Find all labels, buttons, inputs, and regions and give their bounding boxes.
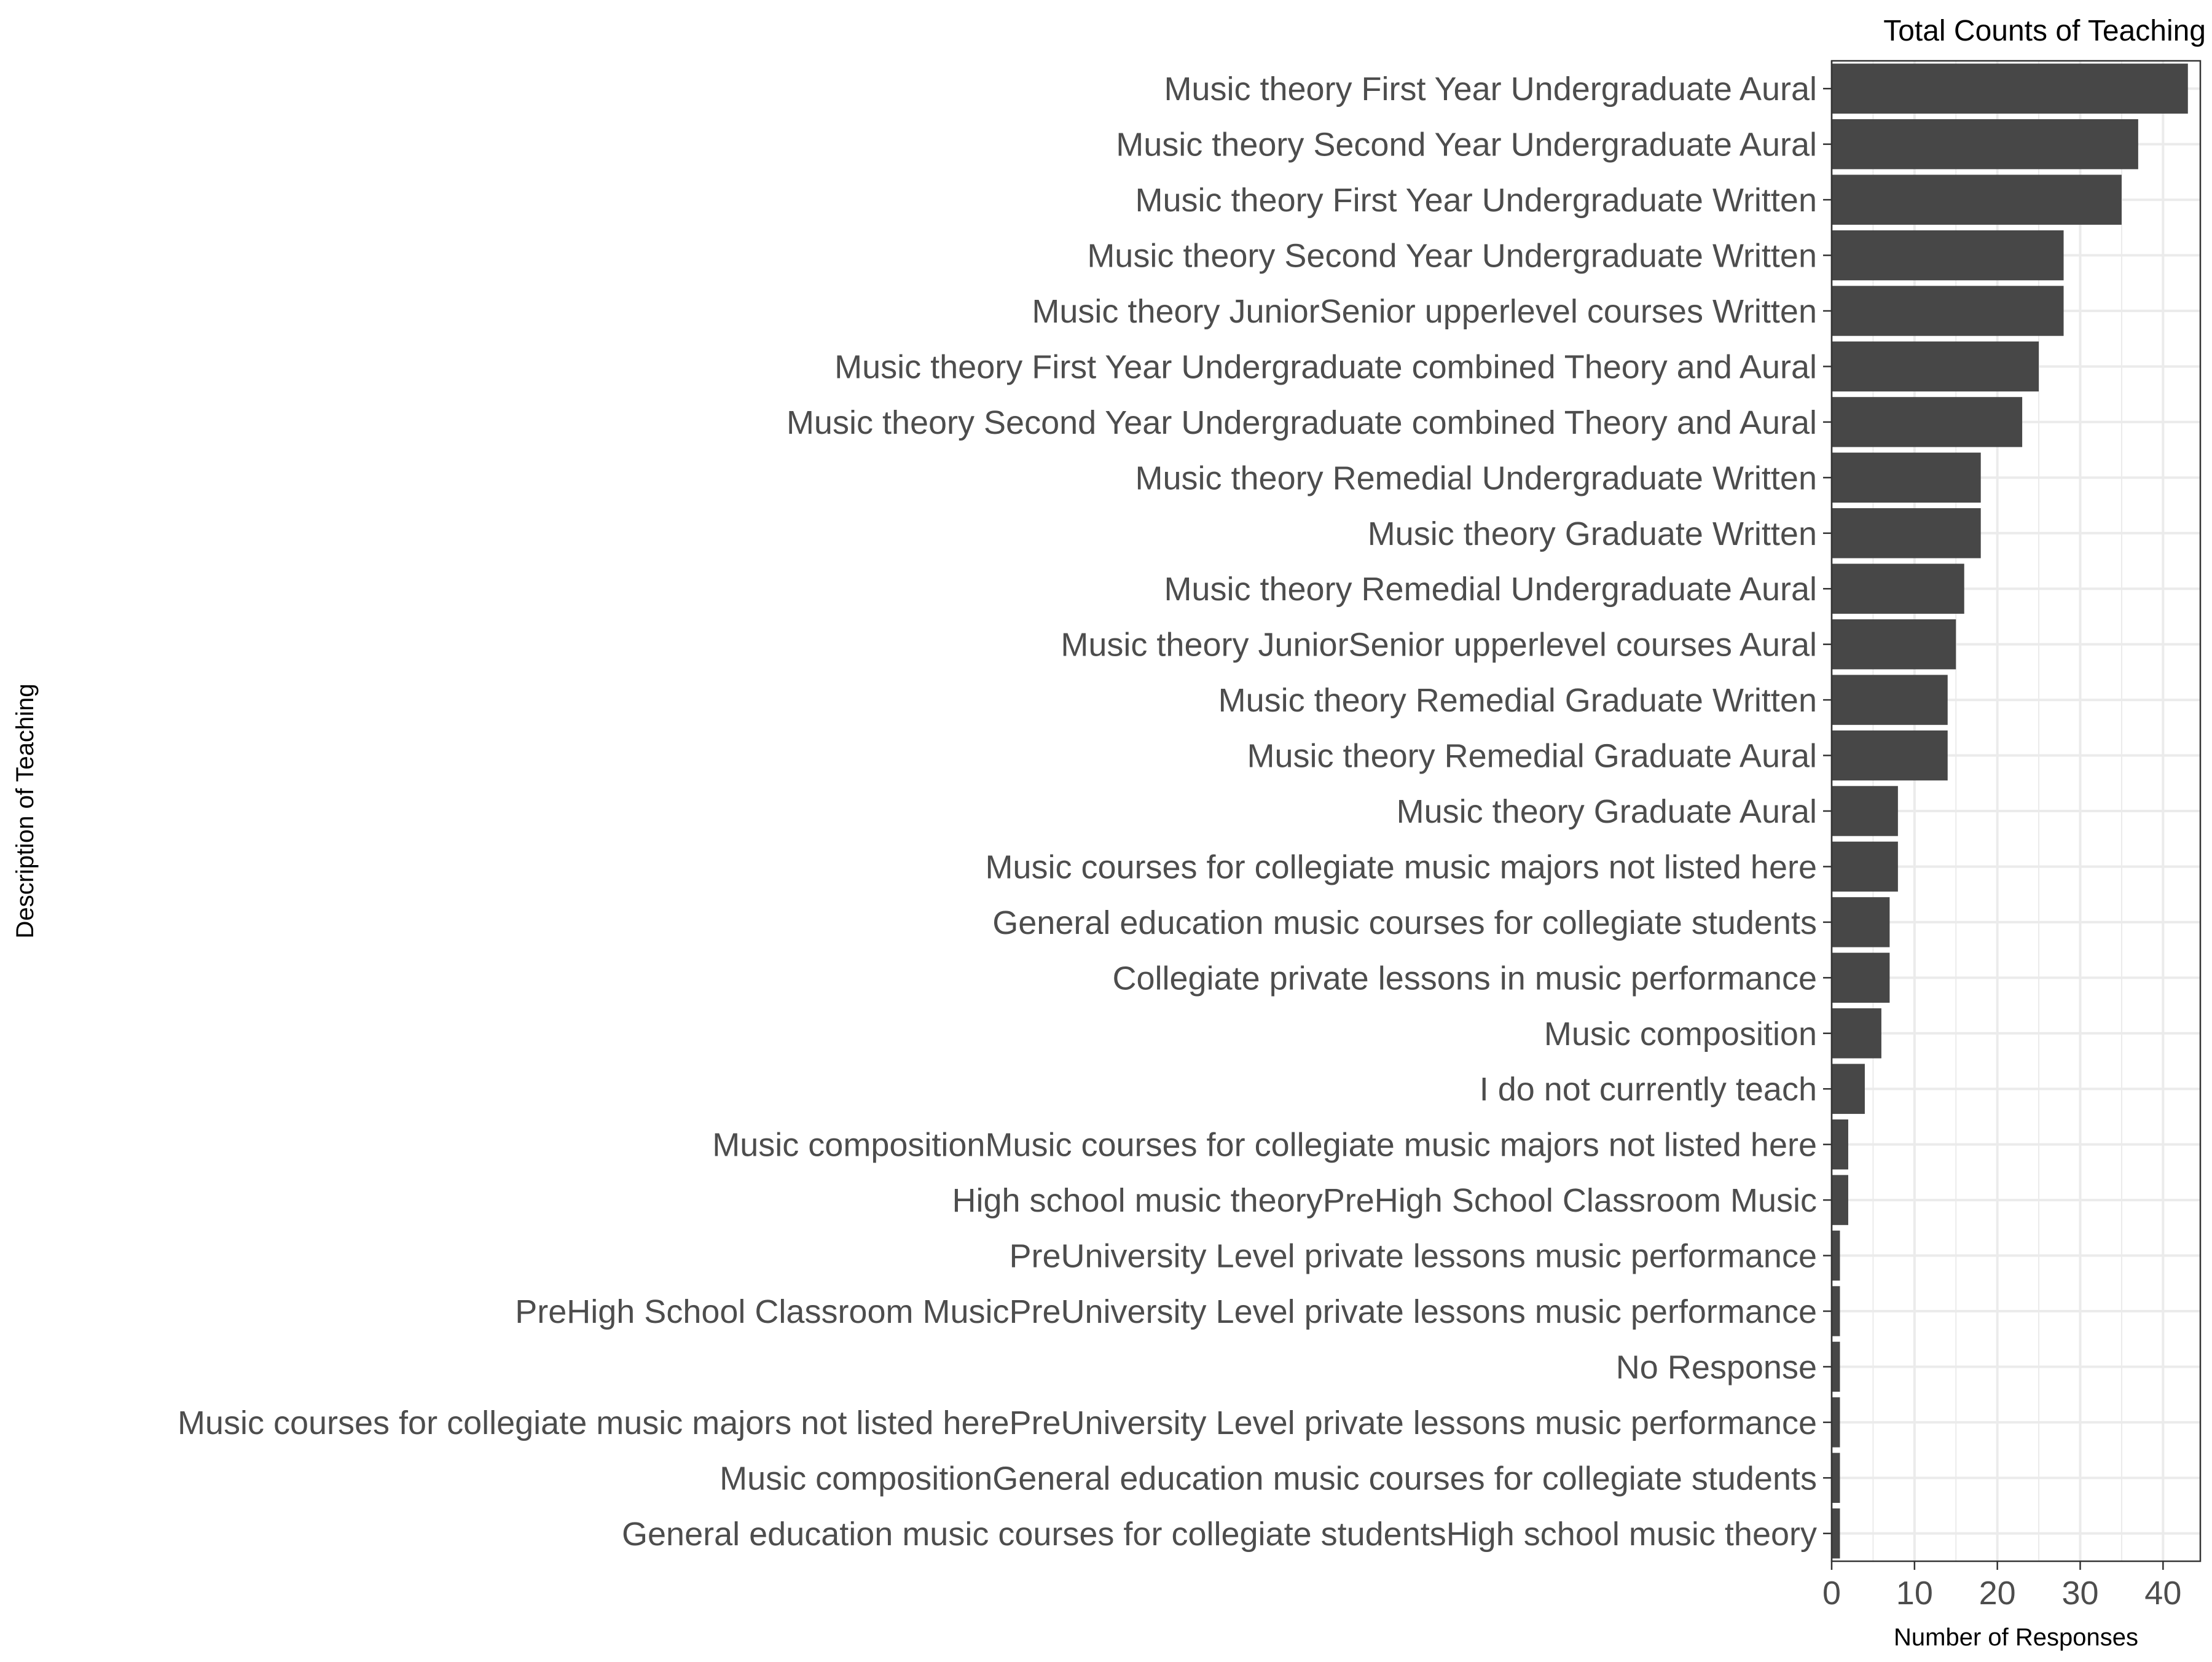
chart-title: Total Counts of Teaching [1883,15,2206,47]
x-axis-title: Number of Responses [1894,1624,2138,1651]
x-tick-label: 30 [2061,1575,2098,1612]
category-label: Music theory First Year Undergraduate co… [834,348,1817,385]
bar [1832,397,2023,447]
category-label: Music theory Second Year Undergraduate c… [786,404,1817,441]
y-axis-title: Description of Teaching [12,683,39,938]
category-label: No Response [1616,1349,1817,1386]
category-label: General education music courses for coll… [992,904,1817,941]
category-label: Music theory Remedial Undergraduate Aura… [1164,571,1817,608]
category-label: I do not currently teach [1480,1071,1817,1108]
bar [1832,341,2039,392]
x-tick-label: 20 [1979,1575,2016,1612]
bar [1832,841,1898,892]
bar [1832,1064,1865,1114]
bar [1832,730,1948,781]
bar [1832,563,1964,614]
x-axis-ticks: 0 10 20 30 40 [1822,1561,2181,1612]
bar [1832,1341,1840,1392]
x-tick-label: 40 [2144,1575,2181,1612]
bar [1832,174,2122,225]
bar [1832,897,1890,947]
category-label: Music composition [1544,1016,1817,1052]
category-label: Collegiate private lessons in music perf… [1112,960,1817,997]
category-label: Music theory JuniorSenior upperlevel cou… [1032,293,1817,330]
category-label: Music courses for collegiate music major… [985,849,1817,885]
bar [1832,286,2064,336]
bar [1832,63,2188,114]
bar [1832,452,1981,503]
category-label: Music courses for collegiate music major… [178,1405,1817,1441]
category-label: Music compositionMusic courses for colle… [712,1127,1817,1164]
bar [1832,1508,1840,1559]
bar [1832,1397,1840,1448]
bars [1832,63,2188,1559]
category-label: PreHigh School Classroom MusicPreUnivers… [515,1293,1817,1330]
category-label: High school music theoryPreHigh School C… [952,1182,1817,1219]
category-label: Music theory Graduate Written [1368,515,1817,552]
category-labels: Music theory First Year Undergraduate Au… [178,71,1832,1553]
bar [1832,1452,1840,1503]
bar [1832,619,1956,670]
category-label: Music theory Remedial Graduate Aural [1247,738,1817,775]
bar [1832,230,2064,281]
bar [1832,1119,1848,1170]
category-label: Music theory Graduate Aural [1397,793,1817,830]
category-label: Music theory Remedial Undergraduate Writ… [1135,460,1817,496]
bar [1832,1008,1881,1059]
bar [1832,1230,1840,1281]
category-label: Music theory First Year Undergraduate Au… [1164,71,1817,108]
category-label: PreUniversity Level private lessons musi… [1009,1238,1817,1275]
category-label: Music theory JuniorSenior upperlevel cou… [1061,627,1817,664]
category-label: Music theory Remedial Graduate Written [1218,682,1817,719]
bar [1832,119,2138,170]
category-label: Music theory First Year Undergraduate Wr… [1135,182,1817,219]
bar [1832,1286,1840,1336]
category-label: Music theory Second Year Undergraduate A… [1116,127,1817,163]
category-label: Music theory Second Year Undergraduate W… [1087,238,1817,275]
x-tick-label: 0 [1822,1575,1841,1612]
bar [1832,508,1981,559]
bar [1832,675,1948,725]
category-label: Music compositionGeneral education music… [720,1460,1817,1497]
bar [1832,952,1890,1003]
x-tick-label: 10 [1896,1575,1933,1612]
category-label: General education music courses for coll… [622,1516,1817,1553]
bar [1832,1175,1848,1225]
bar [1832,786,1898,836]
